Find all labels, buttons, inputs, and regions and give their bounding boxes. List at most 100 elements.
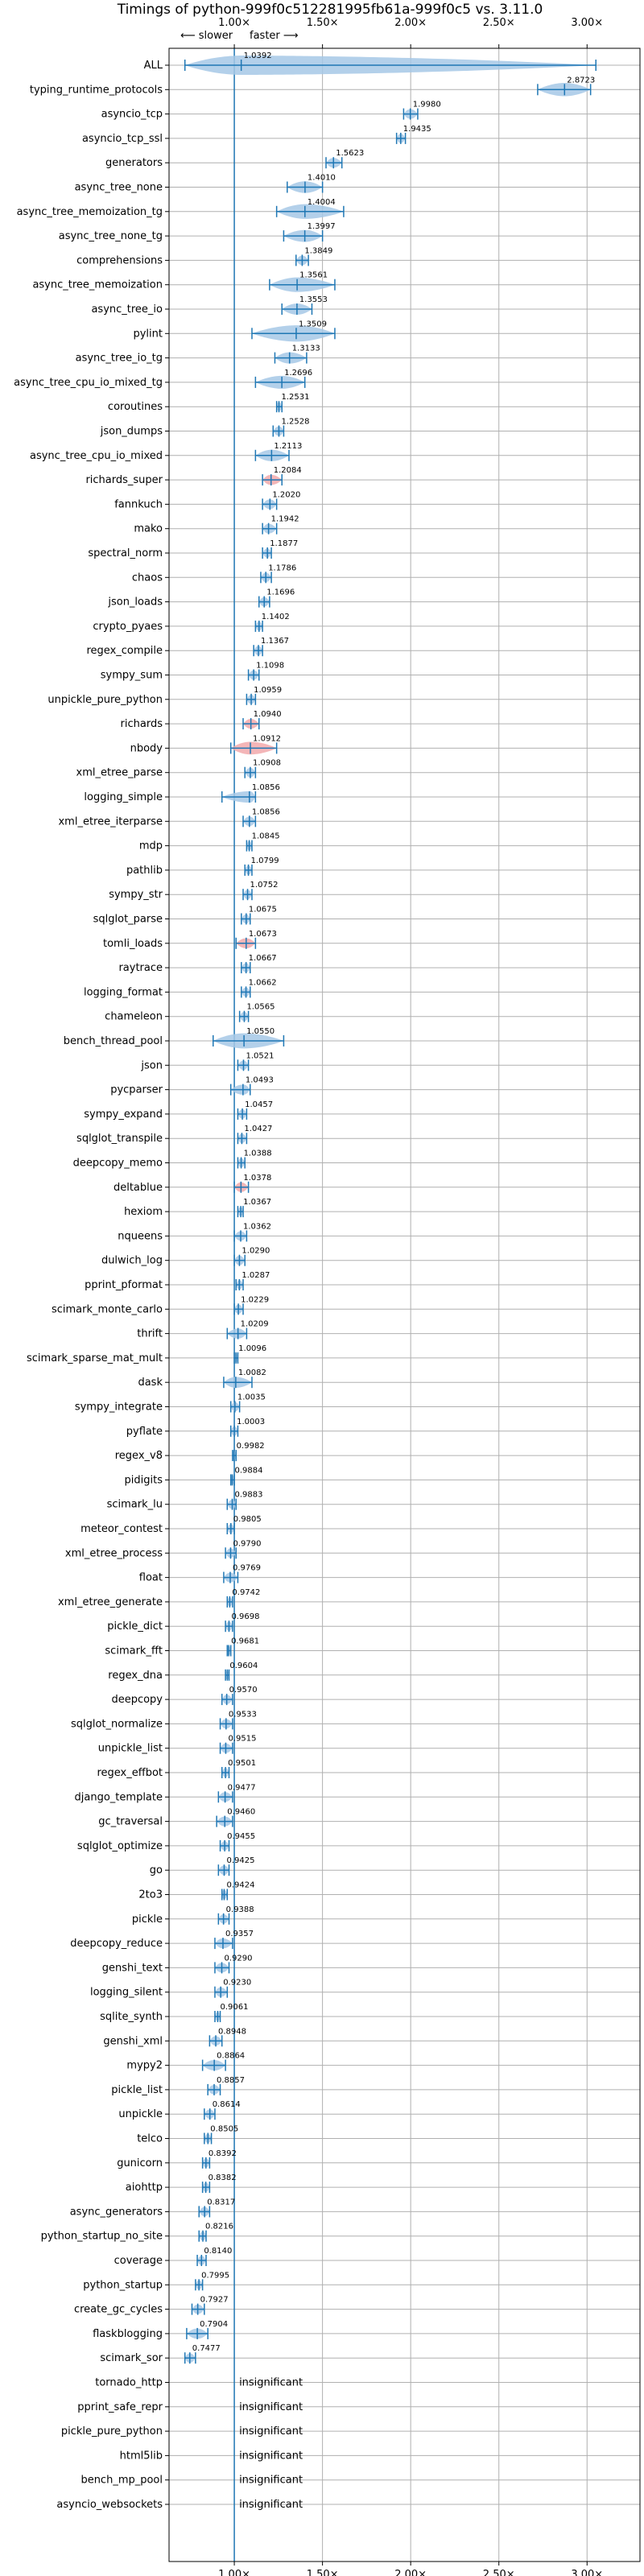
benchmark-label: flaskblogging: [93, 2328, 163, 2340]
benchmark-label: unpickle: [118, 2108, 163, 2120]
mean-value-label: 1.0845: [252, 832, 280, 841]
benchmark-label: generators: [105, 157, 163, 169]
mean-value-label: 0.8216: [205, 2223, 233, 2231]
mean-value-label: 0.9061: [220, 2003, 248, 2012]
x-tick-label-top: 1.00×: [218, 17, 250, 29]
mean-value-label: 1.0959: [254, 686, 282, 695]
chart-title: Timings of python-999f0c512281995fb61a-9…: [117, 2, 543, 18]
slower-direction-label: ⟵ slower: [180, 30, 233, 42]
mean-value-label: 0.8317: [207, 2198, 235, 2207]
benchmark-label: go: [150, 1864, 163, 1876]
benchmark-label: logging_format: [84, 986, 163, 998]
insignificant-label: insignificant: [239, 2425, 303, 2438]
mean-value-label: 1.3133: [292, 345, 320, 353]
mean-value-label: 0.9388: [226, 1905, 254, 1914]
benchmark-label: spectral_norm: [88, 547, 163, 559]
benchmark-label: gc_traversal: [98, 1816, 163, 1828]
mean-value-label: 1.1402: [262, 613, 290, 621]
benchmark-label: asyncio_tcp: [101, 109, 163, 121]
benchmark-label: meteor_contest: [80, 1523, 163, 1535]
mean-value-label: 1.3553: [299, 295, 328, 304]
benchmark-label: unpickle_list: [98, 1743, 163, 1755]
mean-value-label: 0.7927: [200, 2296, 229, 2305]
mean-value-label: 1.4004: [308, 198, 336, 207]
mean-value-label: 1.1786: [268, 564, 296, 572]
mean-value-label: 0.7995: [201, 2271, 229, 2280]
x-tick-label-top: 1.50×: [307, 17, 339, 29]
mean-value-label: 1.0752: [250, 881, 279, 890]
mean-value-label: 1.0675: [249, 906, 277, 914]
benchmark-label: async_tree_cpu_io_mixed_tg: [14, 377, 163, 389]
benchmark-label: gunicorn: [117, 2157, 163, 2169]
mean-value-label: 1.0521: [246, 1051, 274, 1060]
mean-value-label: 1.0940: [254, 710, 282, 719]
mean-value-label: 0.9477: [228, 1783, 256, 1792]
benchmark-label: coverage: [114, 2255, 163, 2267]
mean-value-label: 0.9501: [228, 1759, 256, 1768]
mean-value-label: 1.3561: [299, 271, 328, 280]
benchmark-label: async_tree_none: [75, 182, 163, 194]
benchmark-label: chameleon: [105, 1011, 163, 1023]
mean-value-label: 1.1942: [271, 515, 299, 524]
mean-value-label: 1.0287: [242, 1271, 270, 1280]
mean-value-label: 1.0908: [253, 759, 281, 768]
mean-value-label: 1.9980: [413, 101, 441, 109]
mean-value-label: 1.0082: [238, 1368, 266, 1377]
benchmark-label: pickle_dict: [107, 1620, 163, 1633]
benchmark-label: deltablue: [114, 1182, 163, 1194]
insignificant-label: insignificant: [239, 2499, 303, 2511]
mean-value-label: 1.0427: [244, 1125, 272, 1133]
benchmark-label: async_tree_io_tg: [76, 353, 163, 365]
mean-value-label: 1.0662: [249, 978, 277, 987]
mean-value-label: 0.8505: [210, 2125, 238, 2134]
mean-value-label: 1.0096: [238, 1344, 266, 1353]
benchmark-label: deepcopy: [111, 1694, 163, 1706]
benchmark-label: async_tree_cpu_io_mixed: [30, 450, 163, 462]
grid-layer: [169, 48, 640, 2562]
mean-value-label: 1.0003: [237, 1418, 265, 1426]
benchmark-label: aiohttp: [126, 2182, 163, 2194]
x-tick-label-bottom: 1.50×: [307, 2569, 339, 2576]
benchmark-label: deepcopy_reduce: [70, 1938, 163, 1950]
benchmark-label: mako: [134, 523, 163, 535]
benchmark-label: deepcopy_memo: [73, 1158, 163, 1170]
benchmark-label: asyncio_websockets: [56, 2499, 163, 2511]
benchmark-label: sqlglot_optimize: [77, 1840, 163, 1852]
labels-layer: ALL typing_runtime_protocols asyncio_tcpas…: [14, 52, 595, 2511]
benchmark-label: async_tree_memoization: [32, 279, 163, 291]
mean-value-label: 1.0493: [246, 1076, 274, 1085]
benchmark-label: async_tree_none_tg: [59, 230, 163, 242]
mean-value-label: 1.2020: [272, 490, 300, 499]
mean-value-label: 0.9515: [228, 1735, 256, 1744]
mean-value-label: 0.9604: [229, 1662, 258, 1670]
benchmark-label: tornado_http: [95, 2377, 163, 2389]
mean-value-label: 1.2528: [281, 418, 309, 427]
mean-value-label: 0.7904: [200, 2320, 228, 2329]
mean-value-label: 0.8140: [204, 2247, 232, 2256]
mean-value-label: 1.2531: [282, 393, 310, 402]
benchmark-label: bench_thread_pool: [64, 1035, 163, 1047]
mean-value-label: 1.3997: [308, 222, 336, 231]
mean-value-label: 1.3509: [299, 320, 327, 328]
x-tick-label-bottom: 2.50×: [483, 2569, 515, 2576]
benchmark-label: html5lib: [120, 2450, 163, 2462]
benchmark-label: mypy2: [126, 2060, 163, 2072]
mean-value-label: 0.9460: [227, 1808, 255, 1817]
benchmark-label: sqlglot_normalize: [71, 1718, 163, 1730]
benchmark-label: chaos: [132, 572, 163, 584]
benchmark-label: json_loads: [107, 597, 163, 609]
mean-value-label: 1.0388: [244, 1150, 272, 1158]
benchmark-label: pidigits: [125, 1474, 163, 1486]
benchmark-label: pickle_list: [111, 2084, 163, 2096]
benchmark-label: richards_super: [85, 474, 163, 486]
benchmark-label: sympy_integrate: [75, 1402, 163, 1414]
benchmark-label: raytrace: [118, 962, 163, 974]
benchmark-label: logging_silent: [90, 1987, 163, 1999]
mean-value-label: 0.9769: [233, 1564, 261, 1573]
benchmark-label: django_template: [75, 1791, 163, 1803]
mean-value-label: 0.8392: [208, 2149, 237, 2158]
faster-direction-label: faster ⟶: [250, 30, 299, 42]
plot-frame: [168, 47, 641, 2562]
mean-value-label: 0.7477: [192, 2344, 221, 2353]
